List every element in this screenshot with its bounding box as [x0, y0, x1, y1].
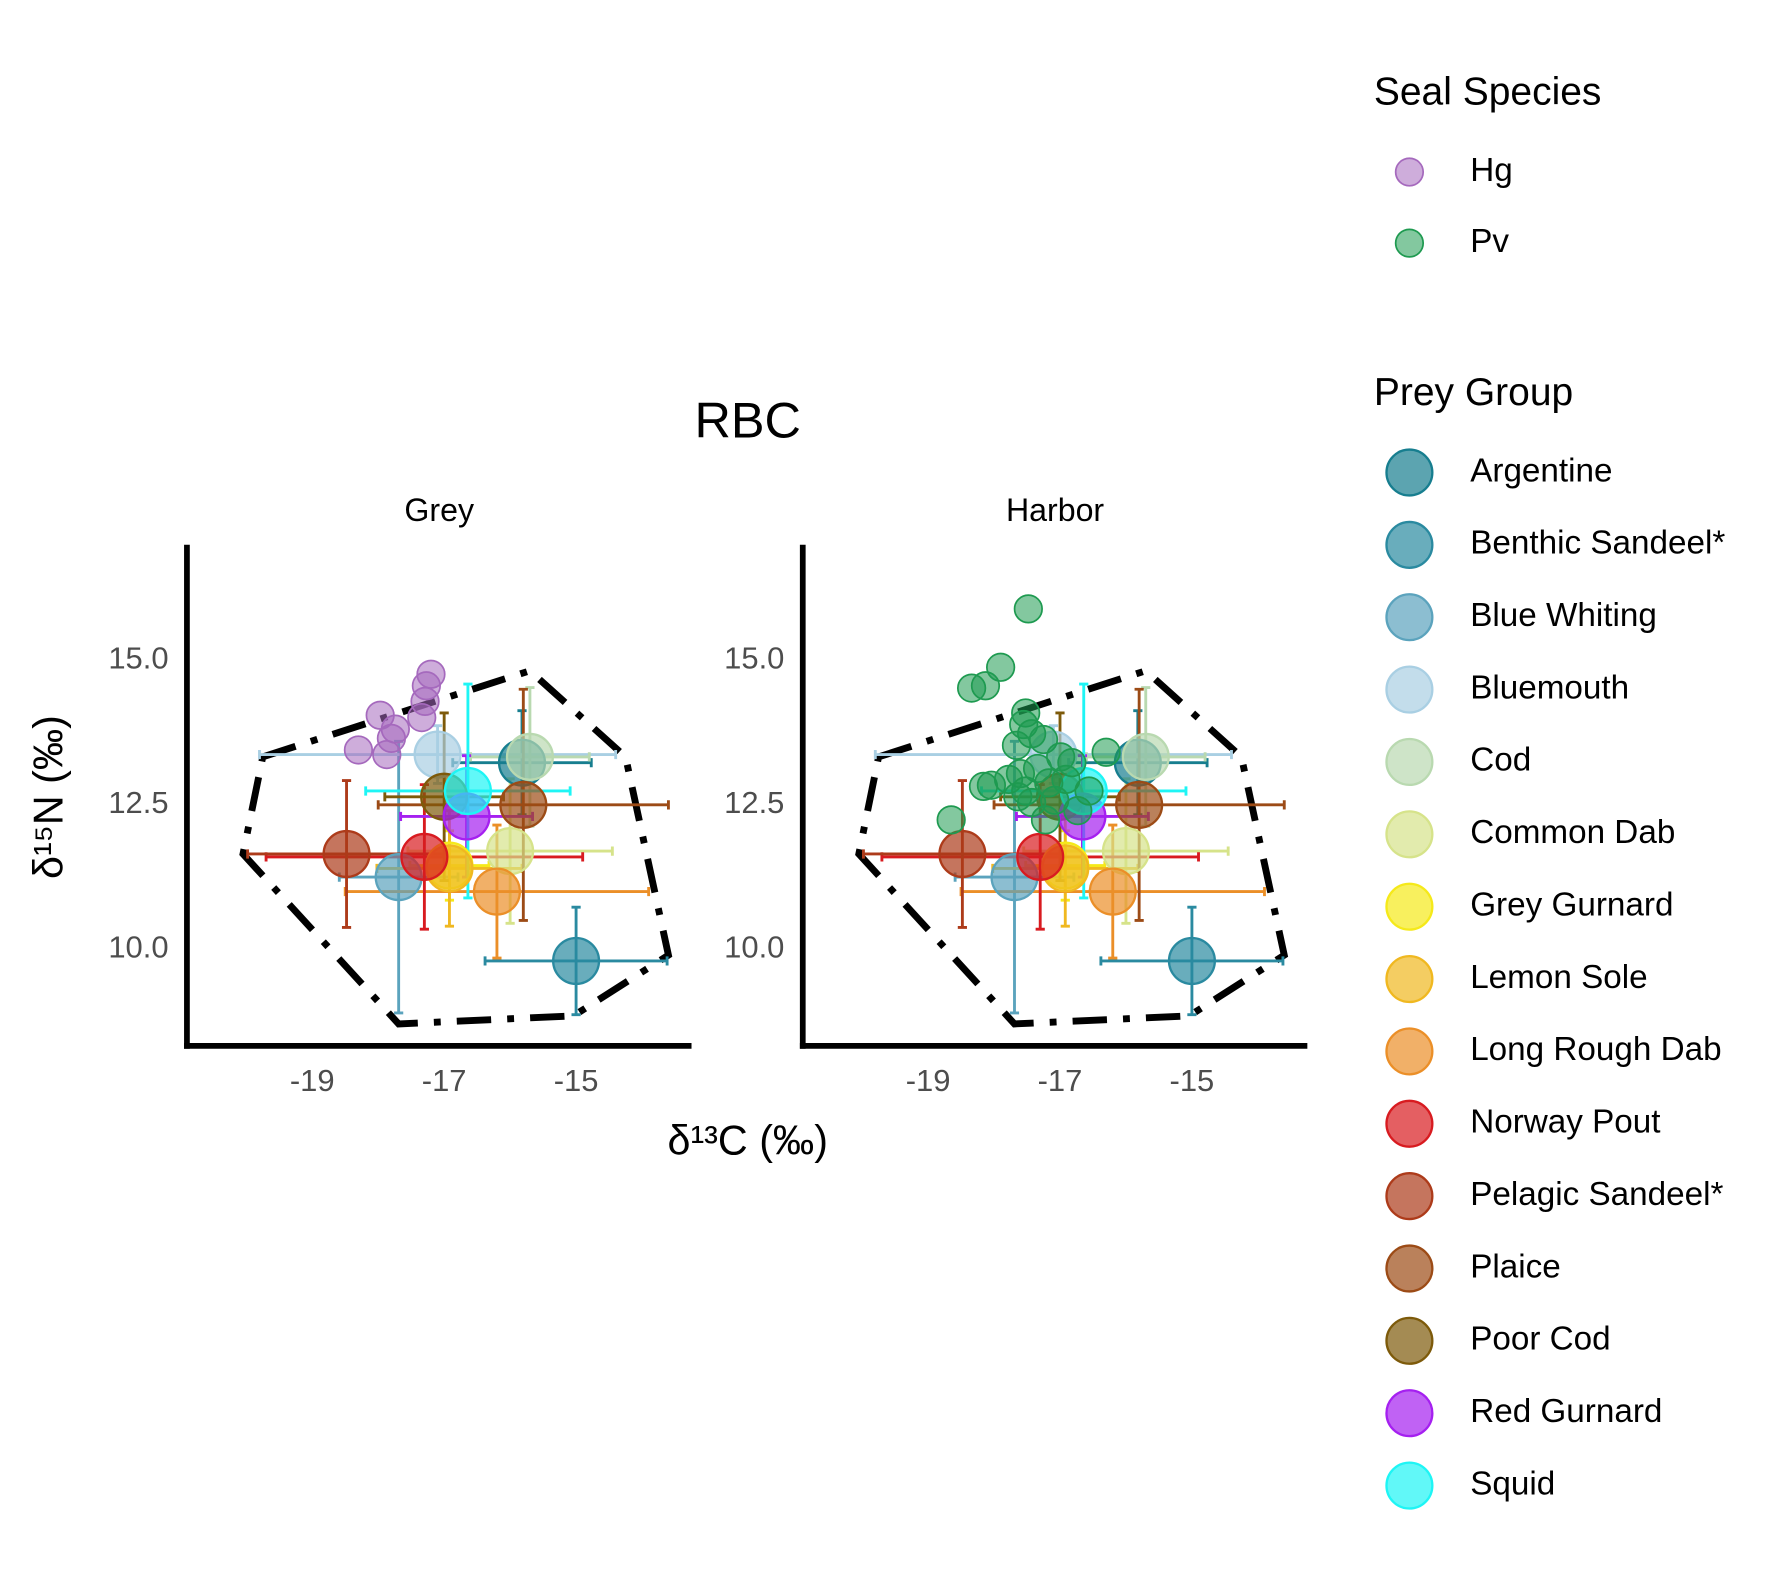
x-axis-label: δ¹³C (‰): [667, 1117, 827, 1163]
seal-point: [343, 735, 374, 765]
x-tick-label: -17: [1038, 1063, 1083, 1098]
prey-point: [472, 867, 522, 916]
legend-marker: [1385, 1316, 1434, 1365]
prey-point: [400, 832, 449, 881]
seal-point: [1030, 805, 1061, 835]
legend-label: Lemon Sole: [1470, 959, 1647, 996]
y-tick-label: 15.0: [724, 641, 784, 676]
legend-label: Common Dab: [1470, 814, 1675, 851]
legend-label: Long Rough Dab: [1470, 1031, 1721, 1068]
prey-point: [1121, 732, 1170, 781]
legend-label: Hg: [1470, 152, 1513, 189]
legend-label: Red Gurnard: [1470, 1393, 1662, 1430]
y-tick-label: 12.5: [108, 785, 168, 820]
seal-point: [970, 671, 1001, 701]
y-tick-label: 10.0: [724, 930, 784, 965]
seal-point: [1001, 730, 1032, 760]
legend-label: Pelagic Sandeel*: [1470, 1176, 1723, 1213]
x-tick-label: -19: [906, 1063, 951, 1098]
prey-point: [499, 780, 548, 829]
mixing-polygon: [239, 666, 673, 1028]
x-tick-label: -17: [422, 1063, 467, 1098]
legend-label: Grey Gurnard: [1470, 886, 1673, 923]
legend-marker: [1394, 157, 1425, 187]
legend-label: Norway Pout: [1470, 1104, 1660, 1141]
legend-marker: [1385, 1461, 1434, 1510]
prey-point: [443, 766, 492, 816]
legend-marker: [1385, 1099, 1434, 1148]
y-axis-label: δ¹⁵N (‰): [26, 715, 72, 879]
legend-marker: [1385, 1027, 1434, 1076]
legend-label: Pv: [1470, 223, 1509, 260]
seal-point: [407, 702, 437, 733]
legend-marker: [1385, 665, 1434, 714]
y-tick-label: 15.0: [108, 641, 168, 676]
panel-title: Harbor: [1006, 492, 1104, 528]
prey-point: [938, 829, 987, 879]
prey-point: [1115, 780, 1164, 829]
seal-point: [936, 805, 966, 835]
legend-marker: [1385, 954, 1434, 1004]
seal-point: [1074, 776, 1104, 806]
x-tick-label: -15: [554, 1063, 599, 1098]
legend-marker: [1385, 1244, 1434, 1293]
legend-marker: [1385, 1172, 1434, 1221]
legend-label: Argentine: [1470, 452, 1612, 489]
x-tick-label: -19: [290, 1063, 335, 1098]
legend-label: Benthic Sandeel*: [1470, 525, 1725, 562]
legend-marker: [1385, 448, 1434, 497]
legend-title: Prey Group: [1374, 371, 1573, 414]
prey-point: [505, 732, 554, 781]
prey-point: [322, 829, 371, 879]
legend-label: Bluemouth: [1470, 669, 1629, 706]
prey-point: [1167, 936, 1216, 986]
legend-marker: [1385, 810, 1434, 859]
legend-marker: [1385, 737, 1434, 787]
legend-marker: [1385, 882, 1434, 931]
seal-point: [1013, 594, 1043, 624]
legend-label: Plaice: [1470, 1248, 1561, 1285]
y-tick-label: 12.5: [724, 785, 784, 820]
legend-label: Poor Cod: [1470, 1321, 1610, 1358]
y-tick-label: 10.0: [108, 930, 168, 965]
legend-marker: [1385, 593, 1434, 642]
prey-point: [552, 936, 601, 986]
legend-label: Cod: [1470, 742, 1531, 779]
seal-point: [1091, 737, 1121, 767]
prey-point: [1016, 832, 1065, 881]
legend-marker: [1385, 520, 1434, 569]
legend-label: Blue Whiting: [1470, 597, 1657, 634]
legend-marker: [1394, 228, 1425, 258]
prey-point: [486, 827, 535, 876]
legend-label: Squid: [1470, 1465, 1555, 1502]
prey-point: [1088, 867, 1137, 916]
legend-marker: [1385, 1389, 1434, 1438]
x-tick-label: -15: [1170, 1063, 1215, 1098]
prey-point: [1101, 827, 1151, 876]
mixing-polygon: [855, 666, 1289, 1028]
legend-title: Seal Species: [1374, 70, 1602, 113]
prey-point: [413, 730, 462, 779]
seal-point: [372, 739, 402, 770]
chart-title: RBC: [694, 392, 800, 449]
panel-title: Grey: [404, 492, 474, 528]
seal-point: [968, 771, 999, 801]
